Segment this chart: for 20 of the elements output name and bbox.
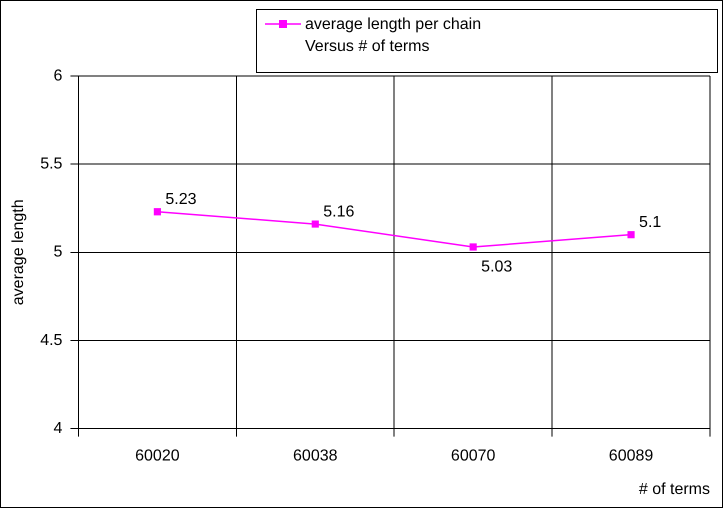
legend-label: average length per chain Versus # of terms (305, 15, 482, 57)
point (627, 231, 635, 238)
y-tick-label: 4 (54, 420, 63, 438)
point (154, 208, 161, 216)
x-tick-label: 60038 (293, 448, 338, 465)
data-label: 5.23 (165, 191, 197, 208)
x-tick-label: 60089 (608, 448, 654, 465)
x-axis-title: # of terms (638, 480, 710, 498)
y-tick-label: 5 (54, 244, 63, 261)
y-tick-label: 6 (54, 67, 63, 84)
y-axis-title: average length (10, 199, 28, 306)
point (470, 243, 477, 251)
point (312, 220, 319, 228)
y-tick-label: 4.5 (40, 332, 63, 349)
data-label: 5.1 (639, 214, 662, 232)
data-label: 5.03 (481, 258, 512, 276)
y-tick-label: 5.5 (40, 156, 63, 173)
data-label: 5.16 (323, 204, 355, 220)
x-tick-label: 60020 (135, 448, 180, 465)
x-tick-label: 60070 (450, 448, 496, 465)
